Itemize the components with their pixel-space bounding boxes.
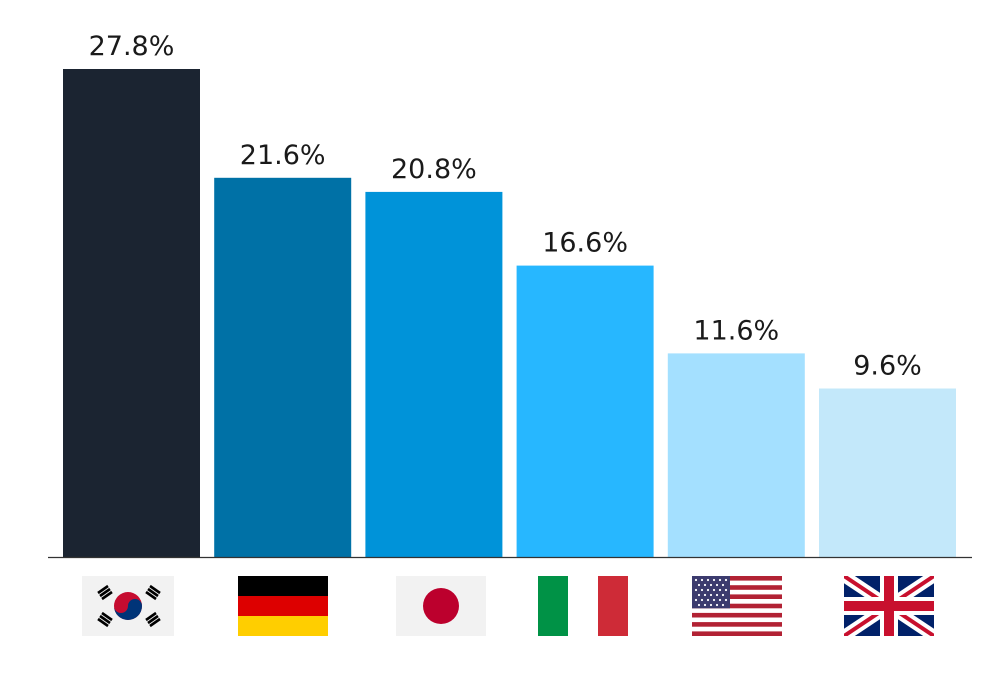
- bar-italy: [516, 265, 654, 557]
- bar-germany: [214, 177, 352, 558]
- value-label-uk: 9.6%: [853, 351, 922, 382]
- bar-us: [667, 353, 805, 557]
- value-label-italy: 16.6%: [542, 228, 628, 259]
- us-flag-icon: [692, 576, 782, 636]
- value-label-us: 11.6%: [693, 315, 779, 346]
- value-label-germany: 21.6%: [240, 140, 326, 171]
- bar-japan: [365, 191, 503, 557]
- bar-south-korea: [63, 69, 200, 557]
- italy-flag-icon: [538, 576, 628, 636]
- uk-flag-icon: [844, 576, 934, 636]
- germany-flag-icon: [238, 576, 328, 636]
- south-korea-flag-icon: [82, 576, 174, 636]
- bar-uk: [819, 388, 956, 557]
- value-label-japan: 20.8%: [391, 154, 477, 185]
- bars-group: [63, 69, 956, 558]
- japan-flag-icon: [396, 576, 486, 636]
- value-labels-group: 27.8% 21.6% 20.8% 16.6% 11.6% 9.6%: [89, 31, 922, 382]
- value-label-south-korea: 27.8%: [89, 31, 175, 62]
